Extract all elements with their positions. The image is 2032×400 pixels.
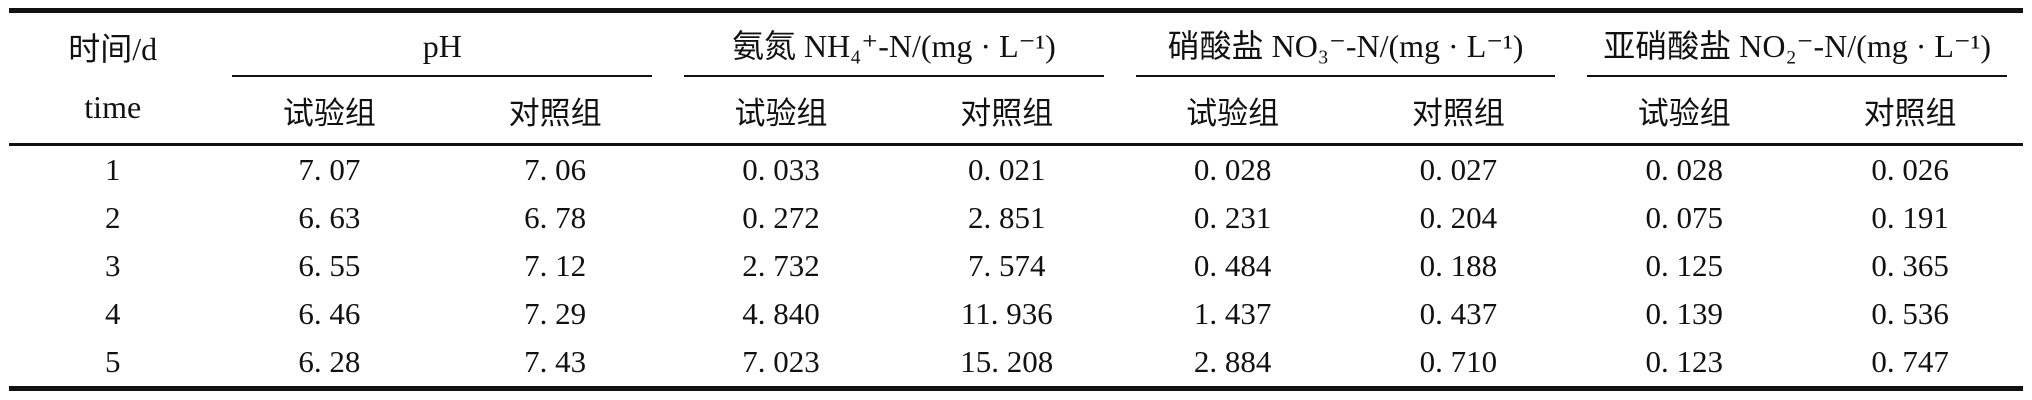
data-cell: 7. 43 xyxy=(524,344,587,379)
group-header-ammonia: 氨氮 NH₄⁺-N/(mg · L⁻¹) xyxy=(668,11,1120,77)
data-cell: 7. 12 xyxy=(524,248,587,283)
time-cell: 4 xyxy=(104,296,121,331)
subcol-ammonia-test: 试验组 xyxy=(668,77,894,146)
data-cell: 0. 365 xyxy=(1871,248,1949,283)
data-cell: 4. 840 xyxy=(742,296,820,331)
data-cell: 0. 191 xyxy=(1871,200,1949,235)
subcol-nitrate-test: 试验组 xyxy=(1119,77,1346,146)
data-cell: 2. 884 xyxy=(1193,344,1272,379)
table-row: 1 7. 07 7. 06 0. 033 0. 021 0. 028 0. 02… xyxy=(9,145,2023,195)
time-cell: 3 xyxy=(104,248,121,283)
data-cell: 7. 574 xyxy=(968,248,1046,283)
data-cell: 0. 028 xyxy=(1645,152,1723,187)
subcol-nitrite-test: 试验组 xyxy=(1571,77,1798,146)
group-title-ph: pH xyxy=(232,28,653,77)
subcol-ammonia-control: 对照组 xyxy=(893,77,1120,146)
data-cell: 6. 63 xyxy=(298,200,361,235)
group-header-nitrite: 亚硝酸盐 NO₂⁻-N/(mg · L⁻¹) xyxy=(1571,11,2023,77)
group-title-nitrite: 亚硝酸盐 NO₂⁻-N/(mg · L⁻¹) xyxy=(1587,28,2007,77)
group-title-ammonia: 氨氮 NH₄⁺-N/(mg · L⁻¹) xyxy=(684,28,1104,77)
data-cell: 0. 026 xyxy=(1871,152,1949,187)
table-row: 2 6. 63 6. 78 0. 272 2. 851 0. 231 0. 20… xyxy=(9,194,2023,242)
subcol-ph-control: 对照组 xyxy=(442,77,669,146)
data-cell: 7. 06 xyxy=(524,152,587,187)
data-cell: 0. 437 xyxy=(1419,296,1498,331)
time-cell: 1 xyxy=(104,152,121,187)
group-header-ph: pH xyxy=(216,11,668,77)
data-cell: 2. 732 xyxy=(742,248,820,283)
data-cell: 2. 851 xyxy=(968,200,1046,235)
data-cell: 0. 028 xyxy=(1193,152,1272,187)
data-cell: 6. 78 xyxy=(524,200,587,235)
data-cell: 11. 936 xyxy=(960,296,1053,331)
data-cell: 0. 231 xyxy=(1193,200,1272,235)
time-header-en: time xyxy=(84,89,142,125)
table-row: 3 6. 55 7. 12 2. 732 7. 574 0. 484 0. 18… xyxy=(9,242,2023,290)
data-cell: 0. 123 xyxy=(1645,344,1723,379)
data-cell: 15. 208 xyxy=(960,344,1054,379)
subcol-nitrite-control: 对照组 xyxy=(1797,77,2023,146)
table-row: 4 6. 46 7. 29 4. 840 11. 936 1. 437 0. 4… xyxy=(9,290,2023,338)
data-cell: 1. 437 xyxy=(1193,296,1272,331)
data-cell: 0. 536 xyxy=(1871,296,1949,331)
data-cell: 0. 204 xyxy=(1419,200,1498,235)
data-cell: 0. 710 xyxy=(1419,344,1498,379)
subcol-nitrate-control: 对照组 xyxy=(1345,77,1572,146)
header-subcolumn-row: 试验组 对照组 试验组 对照组 试验组 对照组 试验组 对照组 xyxy=(9,77,2023,146)
group-header-nitrate: 硝酸盐 NO₃⁻-N/(mg · L⁻¹) xyxy=(1120,11,1572,77)
time-cell: 5 xyxy=(104,344,121,379)
group-title-nitrate: 硝酸盐 NO₃⁻-N/(mg · L⁻¹) xyxy=(1135,28,1556,77)
data-cell: 0. 027 xyxy=(1419,152,1498,187)
data-cell: 7. 07 xyxy=(298,152,361,187)
data-cell: 0. 021 xyxy=(968,152,1046,187)
water-quality-table: 时间/d time pH 氨氮 NH₄⁺-N/(mg · L⁻¹) 硝酸盐 NO… xyxy=(9,8,2023,391)
data-cell: 6. 46 xyxy=(298,296,361,331)
data-cell: 0. 139 xyxy=(1645,296,1723,331)
data-cell: 6. 55 xyxy=(298,248,361,283)
data-cell: 0. 188 xyxy=(1419,248,1498,283)
time-header-block: 时间/d time xyxy=(9,13,216,143)
data-cell: 6. 28 xyxy=(298,344,361,379)
time-column-header: 时间/d time xyxy=(9,10,217,146)
data-cell: 0. 125 xyxy=(1645,248,1723,283)
data-cell: 0. 033 xyxy=(742,152,820,187)
data-cell: 0. 747 xyxy=(1871,344,1949,379)
subcol-ph-test: 试验组 xyxy=(216,77,443,146)
data-cell: 0. 075 xyxy=(1645,200,1723,235)
data-cell: 7. 29 xyxy=(524,296,587,331)
data-cell: 7. 023 xyxy=(742,344,820,379)
header-group-row: 时间/d time pH 氨氮 NH₄⁺-N/(mg · L⁻¹) 硝酸盐 NO… xyxy=(9,10,2023,146)
data-cell: 0. 484 xyxy=(1193,248,1272,283)
data-cell: 0. 272 xyxy=(742,200,820,235)
time-header-cn: 时间/d xyxy=(68,31,158,67)
time-cell: 2 xyxy=(104,200,121,235)
table-row: 5 6. 28 7. 43 7. 023 15. 208 2. 884 0. 7… xyxy=(9,338,2023,389)
